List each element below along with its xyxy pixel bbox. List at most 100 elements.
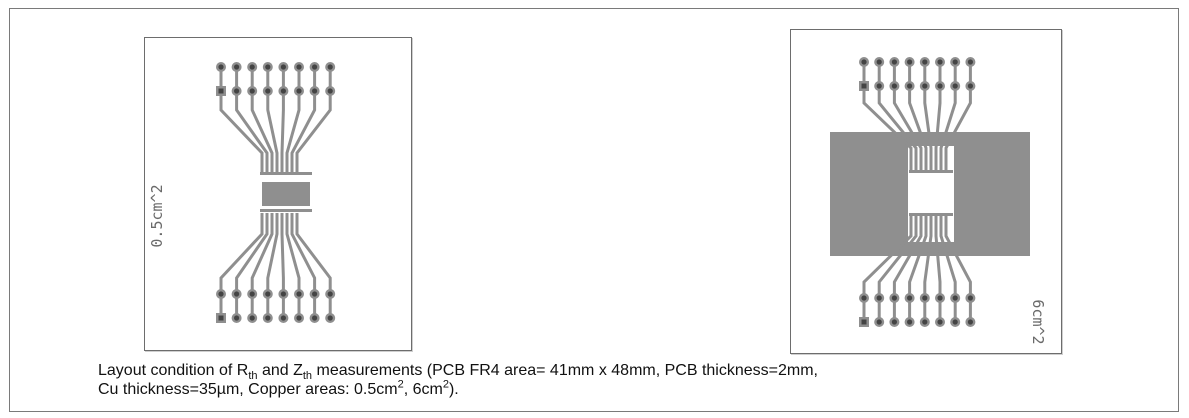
- pad-hole: [327, 64, 333, 70]
- pad-hole: [922, 59, 928, 65]
- comb-bar: [909, 170, 953, 173]
- pad-hole: [234, 64, 240, 70]
- signal-trace: [280, 213, 285, 294]
- copper-area-label-small: 0.5cm^2: [148, 184, 166, 248]
- pad-hole: [327, 315, 333, 321]
- pad-hole: [891, 59, 897, 65]
- pad-hole: [952, 295, 958, 301]
- signal-trace: [939, 216, 957, 298]
- pad-hole: [967, 83, 973, 89]
- signal-trace: [285, 213, 301, 294]
- signal-trace: [250, 213, 274, 294]
- caption-text-1: Layout condition of R: [98, 362, 249, 379]
- pad-hole: [249, 315, 255, 321]
- pad-hole: [234, 88, 240, 94]
- signal-trace: [290, 213, 317, 294]
- pad-hole: [891, 319, 897, 325]
- pad-hole: [891, 295, 897, 301]
- comb-bar: [909, 213, 953, 216]
- pad-hole: [265, 291, 271, 297]
- pad-hole: [249, 88, 255, 94]
- pad-hole: [922, 83, 928, 89]
- pad-hole: [922, 295, 928, 301]
- signal-trace: [944, 216, 972, 298]
- pad-hole: [249, 291, 255, 297]
- pad-hole: [312, 88, 318, 94]
- pad-hole: [218, 64, 224, 70]
- signal-trace: [923, 86, 933, 172]
- signal-trace: [219, 91, 264, 174]
- signal-trace: [939, 86, 957, 172]
- pad-hole: [861, 295, 867, 301]
- pcb-layout-small: [216, 62, 336, 323]
- signal-trace: [290, 91, 317, 174]
- copper-pour: [262, 182, 310, 206]
- pad-hole: [296, 291, 302, 297]
- pad-hole: [891, 83, 897, 89]
- signal-trace: [923, 216, 933, 298]
- signal-trace: [295, 213, 332, 294]
- pad-hole: [907, 59, 913, 65]
- signal-trace: [235, 91, 269, 174]
- pad-hole: [937, 319, 943, 325]
- pad-hole: [296, 64, 302, 70]
- caption-text-6: ).: [448, 381, 459, 398]
- caption-text-5: , 6cm: [403, 381, 443, 398]
- signal-trace: [295, 91, 332, 174]
- pad-hole: [876, 295, 882, 301]
- signal-trace: [877, 216, 918, 298]
- pad-hole: [907, 319, 913, 325]
- pad-hole: [952, 83, 958, 89]
- signal-trace: [892, 86, 923, 172]
- caption-superscript-1: 2: [397, 378, 404, 391]
- caption-superscript-2: 2: [442, 378, 449, 391]
- signal-trace: [892, 216, 923, 298]
- signal-trace: [266, 213, 279, 294]
- caption-text-2: and Z: [257, 362, 303, 379]
- caption-subscript-zth: th: [302, 370, 313, 383]
- figure-caption: Layout condition of Rth and Zth measurem…: [98, 361, 1158, 399]
- pad-hole: [312, 291, 318, 297]
- pad-hole: [265, 88, 271, 94]
- signal-trace: [235, 213, 269, 294]
- pad-hole: [327, 88, 333, 94]
- pad-hole: [876, 59, 882, 65]
- pad-hole: [907, 295, 913, 301]
- signal-trace: [944, 86, 972, 172]
- signal-trace: [219, 213, 264, 294]
- comb-bar: [260, 172, 312, 175]
- pad-hole: [952, 59, 958, 65]
- signal-trace: [934, 216, 942, 298]
- pad-hole: [280, 315, 286, 321]
- pad-hole: [296, 315, 302, 321]
- pad-hole: [876, 319, 882, 325]
- pad-hole: [265, 64, 271, 70]
- pad-hole: [922, 319, 928, 325]
- pad-hole: [967, 319, 973, 325]
- pad-hole: [937, 59, 943, 65]
- pad-hole: [296, 88, 302, 94]
- pad-hole: [327, 291, 333, 297]
- pad-hole: [265, 315, 271, 321]
- comb-bar: [260, 209, 312, 212]
- figure-frame: 0.5cm^2 6cm^2 Layout condition of Rth an…: [9, 8, 1179, 412]
- pad-hole: [861, 59, 867, 65]
- pad-hole: [967, 59, 973, 65]
- pad-hole: [967, 295, 973, 301]
- pad-hole: [280, 64, 286, 70]
- signal-trace: [266, 91, 279, 174]
- pad-hole: [234, 315, 240, 321]
- caption-text-4: Cu thickness=35µm, Copper areas: 0.5cm: [98, 381, 398, 398]
- signal-trace: [862, 86, 913, 172]
- signal-trace: [250, 91, 274, 174]
- copper-pour: [830, 132, 908, 256]
- pad-hole: [234, 291, 240, 297]
- pcb-board-small: 0.5cm^2: [144, 37, 412, 351]
- pad-hole: [861, 319, 867, 325]
- pad-hole: [280, 291, 286, 297]
- pad-hole: [907, 83, 913, 89]
- signal-trace: [877, 86, 918, 172]
- pad-hole: [249, 64, 255, 70]
- pad-hole: [280, 88, 286, 94]
- signal-trace: [862, 216, 913, 298]
